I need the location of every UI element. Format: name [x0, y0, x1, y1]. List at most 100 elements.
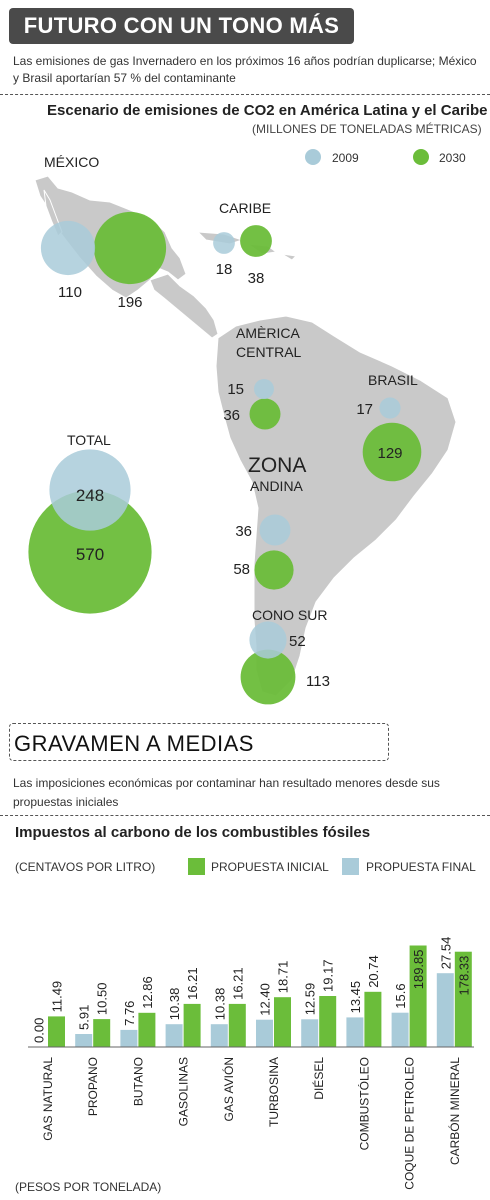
label-initial-6: 19.17 [321, 959, 336, 992]
bar-initial-6 [319, 996, 337, 1047]
label-initial-2: 12.86 [140, 976, 155, 1009]
value-2030-caribe: 38 [248, 270, 265, 287]
category-label-1: PROPANO [86, 1057, 100, 1116]
title-banner: FUTURO CON UN TONO MÁS GRIS [9, 8, 354, 74]
legend-2009-label: 2009 [332, 151, 359, 165]
bar-initial-7 [364, 991, 382, 1047]
category-label-8: COQUE DE PETROLEO [403, 1057, 417, 1190]
value-2009-brasil: 17 [356, 401, 373, 418]
category-label-9: CARBÓN MINERAL [447, 1057, 462, 1165]
category-label-2: BUTANO [131, 1057, 145, 1106]
bar-initial-1 [93, 1019, 111, 1047]
legend-initial-swatch [188, 858, 205, 875]
category-label-7: COMBUSTÓLEO [356, 1057, 371, 1150]
bubble-2030-total [28, 490, 152, 614]
legend-final-swatch [342, 858, 359, 875]
label-final-3: 10.38 [167, 988, 182, 1021]
tax-bar-chart: (CENTAVOS POR LITRO) PROPUESTA INICIAL P… [15, 858, 476, 1194]
region-label-america-central-2: CENTRAL [236, 344, 302, 360]
bar-initial-5 [274, 997, 291, 1047]
value-2009-total: 248 [76, 486, 104, 505]
value-2030-am-rica-central: 36 [223, 407, 240, 424]
legend-2030-label: 2030 [439, 151, 466, 165]
value-2009-caribe: 18 [216, 261, 233, 278]
bar-final-7 [346, 1017, 364, 1047]
bubble-2030-zona-andina [254, 550, 294, 590]
legend-initial-label: PROPUESTA INICIAL [211, 860, 329, 874]
section-intro-line-2: propuestas iniciales [13, 795, 119, 809]
label-final-1: 5.91 [77, 1005, 92, 1030]
intro-line-2: y Brasil aportarían 57 % del contaminant… [13, 71, 236, 85]
bar-final-8 [391, 1012, 409, 1047]
region-label-andina: ANDINA [250, 478, 304, 494]
label-final-7: 13.45 [348, 981, 363, 1014]
category-label-3: GASOLINAS [177, 1057, 191, 1126]
value-2030-total: 570 [76, 545, 104, 564]
bubble-2009-am-rica-central [254, 379, 274, 399]
bar-final-3 [165, 1024, 183, 1047]
region-label-brasil: BRASIL [368, 372, 418, 388]
region-label-america-central-1: AMÈRICA [236, 325, 300, 341]
map-chart-subtitle: (MILLONES DE TONELADAS MÉTRICAS) [252, 122, 482, 136]
bubble-group-zona-andina: 36 58 [233, 514, 294, 590]
label-initial-7: 20.74 [366, 955, 381, 988]
category-label-4: GAS AVIÓN [221, 1057, 236, 1121]
bubble-2030-cono-sur [240, 649, 296, 705]
region-label-caribe: CARIBE [219, 200, 271, 216]
label-final-8: 15.6 [393, 983, 408, 1008]
bubble-group-brasil: 17 129 [356, 397, 422, 482]
unit-top-label: (CENTAVOS POR LITRO) [15, 860, 155, 874]
bubble-group-cono-sur: 52 113 [240, 621, 330, 705]
bubble-2009-zona-andina [259, 514, 291, 546]
label-initial-5: 18.71 [276, 961, 291, 994]
intro-line-1: Las emisiones de gas Invernadero en los … [13, 54, 477, 68]
section-intro-line-1: Las imposiciones económicas por contamin… [13, 776, 440, 790]
bubble-2009-brasil [379, 397, 401, 419]
value-2009-zona-andina: 36 [235, 523, 252, 540]
bar-final-2 [120, 1029, 138, 1047]
label-initial-1: 10.50 [95, 983, 110, 1016]
label-initial-8: 189.85 [411, 950, 426, 990]
bar-final-5 [256, 1019, 273, 1047]
value-2009-cono-sur: 52 [289, 633, 306, 650]
category-label-6: DIÉSEL [311, 1057, 326, 1100]
bar-final-6 [301, 1019, 319, 1047]
legend-2009-dot [305, 149, 321, 165]
label-final-2: 7.76 [122, 1001, 137, 1026]
bar-final-9 [436, 973, 454, 1047]
value-2030-m-xico: 196 [117, 294, 142, 311]
bar-initial-2 [138, 1012, 156, 1047]
unit-bottom-label: (PESOS POR TONELADA) [15, 1180, 161, 1194]
bubble-2009-cono-sur [249, 621, 287, 659]
label-initial-3: 16.21 [185, 967, 200, 1000]
bar-initial-8 [409, 945, 427, 1047]
bar-chart-title: Impuestos al carbono de los combustibles… [15, 824, 371, 841]
map-chart-title: Escenario de emisiones de CO2 en América… [47, 102, 488, 119]
value-2009-am-rica-central: 15 [227, 381, 244, 398]
bubble-group-total: 248 570 [28, 449, 152, 614]
label-initial-9: 178.33 [456, 956, 471, 996]
category-label-5: TURBOSINA [267, 1057, 281, 1127]
bar-initial-4 [228, 1003, 246, 1047]
bubble-2030-brasil [362, 422, 422, 482]
section-title: GRAVAMEN A MEDIAS [14, 731, 254, 756]
divider-2 [0, 815, 490, 816]
bar-initial-3 [183, 1003, 201, 1047]
bar-initial-9 [454, 951, 472, 1047]
page-title: FUTURO CON UN TONO MÁS GRIS [23, 13, 340, 74]
bubble-2030-caribe [240, 225, 272, 257]
label-final-4: 10.38 [212, 988, 227, 1021]
category-label-0: GAS NATURAL [41, 1057, 55, 1141]
value-2030-brasil: 129 [377, 445, 402, 462]
value-2030-cono-sur: 113 [306, 673, 330, 690]
bubble-2009-total [49, 449, 131, 531]
bubble-group-m-xico: 110 196 [40, 211, 167, 311]
label-final-9: 27.54 [438, 937, 453, 970]
section-title-box [9, 723, 389, 761]
region-label-total: TOTAL [67, 432, 111, 448]
bubble-2009-caribe [213, 232, 235, 254]
value-2009-m-xico: 110 [58, 284, 82, 301]
